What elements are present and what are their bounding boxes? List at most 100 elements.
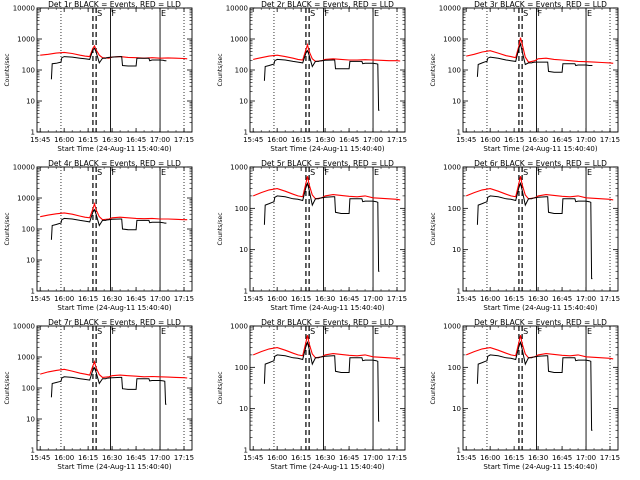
x-tick-label: 17:00 [363, 136, 383, 144]
marker-label: E [374, 168, 379, 177]
marker-label: E [587, 327, 592, 336]
y-tick-label: 10 [239, 246, 248, 254]
panel-title: Det 1r BLACK = Events, RED = LLD [48, 0, 181, 9]
y-tick-label: 100 [448, 67, 461, 75]
panel-title: Det 4r BLACK = Events, RED = LLD [48, 159, 181, 168]
y-tick-label: 10000 [439, 5, 461, 13]
y-tick-label: 1000 [443, 323, 461, 331]
x-tick-label: 16:30 [528, 136, 548, 144]
y-tick-label: 100 [235, 205, 248, 213]
x-tick-label: 17:00 [150, 136, 170, 144]
x-tick-label: 17:00 [363, 295, 383, 303]
x-tick-label: 17:00 [576, 295, 596, 303]
x-tick-label: 16:15 [291, 295, 311, 303]
panel-5r: Det 5r BLACK = Events, RED = LLD Counts/s… [217, 159, 407, 312]
y-tick-label: 100 [22, 385, 35, 393]
y-axis-label: Counts/sec [217, 371, 224, 404]
y-tick-label: 1 [31, 288, 35, 296]
x-axis-label: Start Time (24-Aug-11 15:40:40) [270, 304, 384, 312]
x-tick-label: 17:15 [174, 454, 194, 462]
plot-frame [462, 325, 619, 451]
x-tick-label: 16:30 [528, 454, 548, 462]
marker-label: E [161, 9, 166, 18]
x-tick-label: 16:30 [315, 454, 335, 462]
marker-label: F [325, 327, 330, 336]
panel-1r: Det 1r BLACK = Events, RED = LLD Counts/s… [4, 0, 194, 153]
marker-label: S [310, 168, 315, 177]
x-tick-label: 16:00 [480, 136, 500, 144]
y-tick-label: 10 [26, 257, 35, 265]
y-tick-label: 10000 [13, 323, 35, 331]
y-tick-label: 1 [457, 288, 461, 296]
marker-label: F [538, 168, 543, 177]
marker-label: E [587, 9, 592, 18]
y-tick-label: 100 [448, 205, 461, 213]
x-axis-label: Start Time (24-Aug-11 15:40:40) [270, 145, 384, 153]
x-tick-label: 16:00 [54, 454, 74, 462]
marker-label: S [97, 168, 102, 177]
x-axis-label: Start Time (24-Aug-11 15:40:40) [483, 304, 597, 312]
plot-frame [249, 325, 406, 451]
y-axis-label: Counts/sec [430, 212, 437, 245]
panel-4r: Det 4r BLACK = Events, RED = LLD Counts/s… [4, 159, 194, 312]
y-tick-label: 1 [244, 447, 248, 455]
y-tick-label: 100 [235, 67, 248, 75]
x-tick-label: 17:00 [150, 454, 170, 462]
plot-frame [36, 325, 193, 451]
marker-label: E [374, 327, 379, 336]
x-tick-label: 15:45 [456, 295, 476, 303]
y-axis-label: Counts/sec [430, 53, 437, 86]
panel-title: Det 3r BLACK = Events, RED = LLD [474, 0, 607, 9]
y-tick-label: 1000 [230, 36, 248, 44]
series-events-line [50, 208, 167, 240]
y-tick-label: 10 [239, 98, 248, 106]
marker-label: E [161, 168, 166, 177]
x-tick-label: 16:15 [291, 136, 311, 144]
panel-6r: Det 6r BLACK = Events, RED = LLD Counts/s… [430, 159, 620, 312]
panel-7r: Det 7r BLACK = Events, RED = LLD Counts/s… [4, 318, 194, 471]
series-lld-line [466, 37, 614, 64]
y-tick-label: 100 [22, 67, 35, 75]
x-tick-label: 16:15 [78, 454, 98, 462]
x-tick-label: 16:30 [102, 295, 122, 303]
series-lld-line [253, 42, 401, 62]
plot-frame [249, 166, 406, 292]
marker-label: E [161, 327, 166, 336]
plot-frame [36, 7, 193, 133]
x-tick-label: 16:00 [54, 136, 74, 144]
x-tick-label: 16:45 [552, 454, 572, 462]
x-tick-label: 17:15 [387, 136, 407, 144]
series-lld-line [465, 335, 614, 360]
x-tick-label: 16:45 [126, 136, 146, 144]
x-tick-label: 15:45 [30, 136, 50, 144]
x-axis-label: Start Time (24-Aug-11 15:40:40) [57, 304, 171, 312]
y-tick-label: 1 [457, 447, 461, 455]
y-tick-label: 1000 [17, 36, 35, 44]
x-tick-label: 17:15 [600, 295, 620, 303]
y-tick-label: 1000 [17, 195, 35, 203]
marker-label: E [587, 168, 592, 177]
panel-title: Det 7r BLACK = Events, RED = LLD [48, 318, 181, 327]
x-tick-label: 16:45 [552, 295, 572, 303]
x-tick-label: 16:30 [102, 136, 122, 144]
x-tick-label: 16:00 [480, 454, 500, 462]
x-tick-label: 16:45 [126, 454, 146, 462]
plot-frame [249, 7, 406, 133]
y-tick-label: 10 [26, 416, 35, 424]
y-axis-label: Counts/sec [4, 371, 11, 404]
series-lld-line [465, 176, 614, 201]
x-tick-label: 16:45 [339, 454, 359, 462]
x-tick-label: 16:45 [126, 295, 146, 303]
marker-label: S [523, 9, 528, 18]
x-tick-label: 17:00 [576, 136, 596, 144]
marker-label: F [325, 9, 330, 18]
panel-title: Det 9r BLACK = Events, RED = LLD [474, 318, 607, 327]
y-tick-label: 1 [244, 288, 248, 296]
plot-frame [462, 7, 619, 133]
x-axis-label: Start Time (24-Aug-11 15:40:40) [270, 463, 384, 471]
series-lld-line [252, 335, 401, 360]
y-tick-label: 10 [26, 98, 35, 106]
x-tick-label: 17:15 [174, 136, 194, 144]
marker-label: S [97, 9, 102, 18]
x-tick-label: 17:00 [363, 454, 383, 462]
